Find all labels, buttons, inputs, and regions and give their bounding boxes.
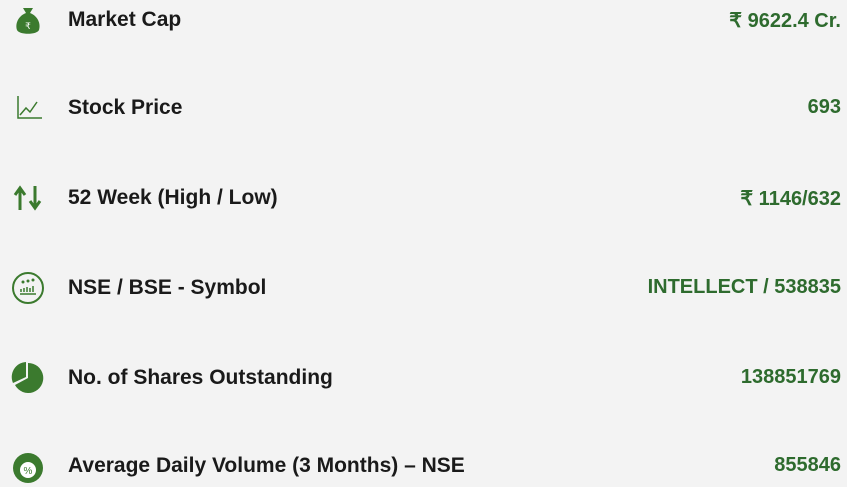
row-value: 693: [807, 96, 841, 118]
chart-icon: [17, 96, 42, 119]
svg-text:%: %: [24, 466, 33, 477]
row: NSE / BSE - Symbol INTELLECT / 538835: [0, 268, 847, 308]
row: ₹ Market Cap ₹ 9622.4 Cr.: [0, 0, 847, 40]
row-value: INTELLECT / 538835: [647, 276, 841, 298]
row-label: NSE / BSE - Symbol: [68, 276, 267, 299]
money-bag-icon: ₹: [16, 8, 40, 34]
row: % Average Daily Volume (3 Months) – NSE …: [0, 446, 847, 486]
row-label: 52 Week (High / Low): [68, 186, 278, 209]
row-value: ₹ 1146/632: [740, 188, 841, 210]
row-value: ₹ 9622.4 Cr.: [729, 10, 841, 32]
row: 52 Week (High / Low) ₹ 1146/632: [0, 178, 847, 218]
pie-icon: [11, 362, 44, 393]
row-label: Average Daily Volume (3 Months) – NSE: [68, 454, 465, 477]
percent-icon: %: [13, 453, 43, 483]
symbol-icon: [12, 272, 44, 304]
row-label: Market Cap: [68, 8, 182, 31]
arrows-icon: [13, 185, 42, 211]
row-value: 138851769: [740, 366, 841, 388]
row-value: 855846: [774, 454, 841, 476]
row: No. of Shares Outstanding 138851769: [0, 358, 847, 398]
row-label: No. of Shares Outstanding: [68, 366, 333, 389]
row: Stock Price 693: [0, 88, 847, 128]
svg-text:₹: ₹: [25, 21, 31, 31]
row-label: Stock Price: [68, 96, 183, 119]
